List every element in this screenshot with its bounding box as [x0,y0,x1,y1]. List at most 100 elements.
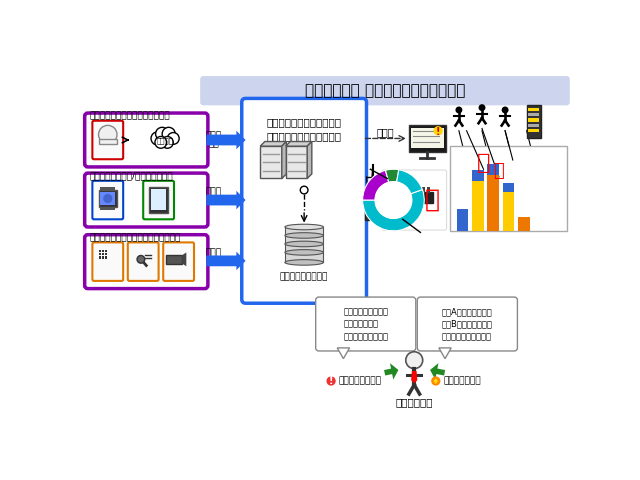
FancyBboxPatch shape [84,235,208,288]
Bar [518,217,530,231]
Text: データ: データ [206,187,222,196]
Bar [528,108,539,111]
Bar [260,146,282,179]
Text: データ: データ [206,248,222,257]
Polygon shape [337,348,349,359]
Bar [527,105,541,138]
Bar [409,125,446,152]
Wedge shape [397,170,422,194]
Text: 連携: 連携 [209,195,220,204]
Bar [99,139,117,144]
Bar [151,189,166,210]
Bar [99,256,101,259]
Bar [411,192,433,203]
Circle shape [156,127,169,141]
Text: データセンタに蓄積: データセンタに蓄積 [280,273,328,282]
Circle shape [162,127,175,141]
Bar [102,253,104,255]
FancyBboxPatch shape [84,173,208,227]
FancyBboxPatch shape [92,181,123,219]
Bar [472,170,484,181]
Bar [472,181,484,231]
Bar [99,190,117,207]
Text: 連携: 連携 [209,256,220,265]
Polygon shape [285,142,312,146]
Polygon shape [206,131,246,149]
Text: 予防策の検討: 予防策の検討 [396,397,433,408]
Polygon shape [206,191,246,209]
Circle shape [300,186,308,194]
Polygon shape [260,142,287,146]
Bar [285,227,323,263]
Circle shape [151,132,164,145]
Text: ♦: ♦ [432,376,440,385]
FancyBboxPatch shape [316,297,416,351]
Bar [149,187,168,213]
FancyBboxPatch shape [242,98,367,303]
FancyBboxPatch shape [417,297,517,351]
Circle shape [99,125,117,144]
Polygon shape [307,142,312,179]
Ellipse shape [285,260,323,265]
Bar [152,133,178,141]
Bar [528,113,539,116]
Bar [102,256,104,259]
Bar [365,206,382,220]
Circle shape [137,255,145,263]
Bar [456,209,468,231]
Bar [105,250,107,252]
Circle shape [161,136,173,148]
FancyBboxPatch shape [200,76,570,105]
Bar [488,164,499,175]
Ellipse shape [285,250,323,255]
Circle shape [326,376,336,385]
Circle shape [155,136,167,148]
FancyBboxPatch shape [382,170,447,230]
Bar [105,253,107,255]
Circle shape [375,181,412,218]
Bar [413,187,416,193]
Bar [503,183,515,192]
Bar [99,253,101,255]
Bar [100,205,115,210]
Bar [422,187,425,193]
Bar [100,192,115,205]
Bar [488,175,499,231]
Text: ！: ！ [493,162,504,180]
Circle shape [502,107,509,113]
FancyBboxPatch shape [92,121,123,159]
Text: !: ! [436,127,440,136]
Text: 可視化: 可視化 [377,127,395,137]
FancyBboxPatch shape [163,242,194,281]
Ellipse shape [285,241,323,247]
Text: 蓄積した情報を統合管理し
可視化することができます: 蓄積した情報を統合管理し 可視化することができます [267,118,342,142]
Text: ニーズに応じて情報やデバイスを追加: ニーズに応じて情報やデバイスを追加 [90,233,180,242]
Text: データ: データ [206,131,222,140]
Text: ！: ！ [477,153,490,173]
Bar [378,200,380,208]
Bar [99,250,101,252]
Bar [105,256,107,259]
Wedge shape [385,169,399,182]
Bar [100,187,115,192]
Ellipse shape [285,224,323,230]
Text: 予防効果の確認: 予防効果の確認 [444,376,481,385]
Text: クラウド: クラウド [156,137,173,144]
Text: ！: ！ [424,188,440,212]
Text: 連携: 連携 [209,139,220,148]
Polygon shape [282,142,287,179]
Circle shape [479,104,486,111]
Circle shape [406,352,422,369]
Text: 倉庫で転倒が多いこ
とが分かった！
現場を確認しよう。: 倉庫で転倒が多いこ とが分かった！ 現場を確認しよう。 [343,307,388,341]
FancyBboxPatch shape [128,242,159,281]
Polygon shape [411,371,417,384]
Bar [285,146,307,179]
Wedge shape [363,170,388,200]
Text: スマートウォッチ/スマートフォン: スマートウォッチ/スマートフォン [90,171,173,180]
Polygon shape [206,252,246,270]
Text: !: ! [329,376,333,386]
Text: 事故の傾向を把握: 事故の傾向を把握 [339,376,382,385]
Bar [503,192,515,231]
Bar [102,250,104,252]
Wedge shape [363,190,424,231]
